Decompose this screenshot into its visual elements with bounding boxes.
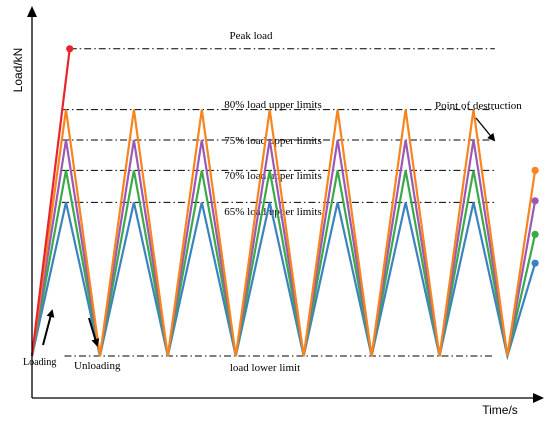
destruction-point-3 (531, 230, 539, 238)
upper-65-label: 65% load upper limits (224, 206, 321, 218)
series-layer (30, 45, 539, 361)
peak-load-point (66, 45, 74, 53)
reference-lines (61, 48, 495, 357)
loading-arrow-icon (42, 309, 55, 346)
destruction-point-2 (531, 197, 539, 205)
x-axis-arrow-icon (533, 393, 544, 403)
axes: Load/kN Time/s (11, 6, 544, 417)
destruction-arrow-icon (475, 117, 496, 142)
loading-label: Loading (23, 357, 56, 368)
unloading-label: Unloading (74, 360, 121, 372)
destruction-point-4 (531, 259, 539, 267)
point-of-destruction-label: Point of destruction (435, 100, 522, 112)
series-line-2 (30, 139, 537, 357)
series-line-3 (30, 170, 537, 357)
upper-80-label: 80% load upper limits (224, 99, 321, 111)
upper-70-label: 70% load upper limits (224, 170, 321, 182)
unloading-arrow-icon (88, 317, 100, 347)
x-axis-title: Time/s (482, 403, 518, 417)
series-line-4 (30, 202, 537, 361)
peak-load-label: Peak load (229, 30, 273, 42)
annotations: Loading Unloading Point of destruction (23, 100, 522, 372)
series-line-1 (30, 109, 537, 357)
y-axis-title: Load/kN (11, 48, 25, 93)
y-axis-arrow-icon (27, 6, 37, 17)
peak-load-line (30, 48, 71, 357)
lower-limit-label: load lower limit (230, 362, 300, 374)
destruction-point-1 (531, 166, 539, 174)
